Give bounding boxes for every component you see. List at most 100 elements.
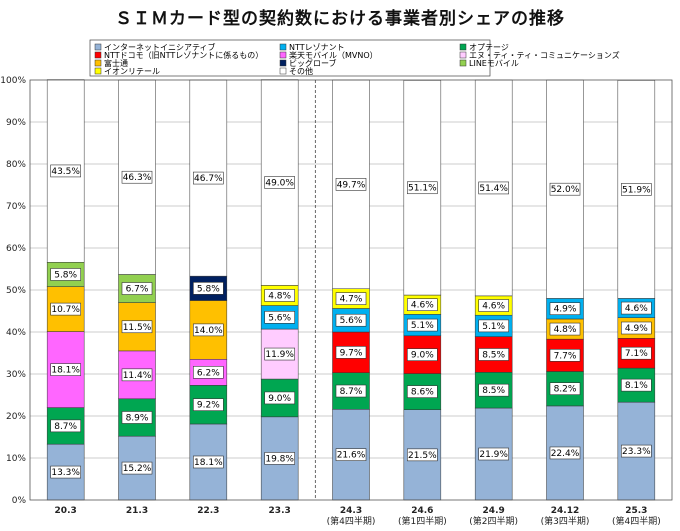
data-label: 43.5% xyxy=(51,167,80,177)
data-label: 8.1% xyxy=(625,381,648,391)
data-label-box xyxy=(407,385,438,398)
data-label-box xyxy=(121,368,153,382)
legend-swatch xyxy=(279,59,287,67)
chart-title: ＳＩＭカード型の契約数における事業者別シェアの推移 xyxy=(115,9,565,29)
data-label-box xyxy=(264,391,295,405)
data-label-box xyxy=(335,292,367,305)
data-label-box xyxy=(407,181,438,195)
data-label-box xyxy=(549,349,581,362)
data-label-box xyxy=(621,378,652,392)
data-label: 4.6% xyxy=(411,301,434,311)
data-label: 5.1% xyxy=(411,321,434,331)
data-label: 15.2% xyxy=(123,464,152,474)
data-label-box xyxy=(50,302,81,316)
data-label: 19.8% xyxy=(265,454,294,464)
data-label-box xyxy=(549,302,581,315)
data-label-box xyxy=(549,322,581,336)
data-label-box xyxy=(335,178,367,191)
data-label: 5.1% xyxy=(482,322,505,332)
data-label: 5.8% xyxy=(54,270,77,280)
data-label: 10.7% xyxy=(51,305,80,315)
y-tick-label: 20% xyxy=(6,412,26,422)
data-label: 8.6% xyxy=(411,388,434,398)
legend-label: イオンリテール xyxy=(104,67,160,76)
legend-swatch xyxy=(94,51,102,59)
legend-swatch xyxy=(94,43,102,51)
legend-swatch xyxy=(459,59,467,67)
legend-label: オプテージ xyxy=(469,43,509,52)
data-label: 21.9% xyxy=(479,450,508,460)
data-label: 7.7% xyxy=(554,351,577,361)
x-tick-note: (第4四半期) xyxy=(327,515,376,527)
data-label-box xyxy=(193,282,224,295)
data-label: 8.7% xyxy=(340,387,363,397)
data-label: 21.5% xyxy=(408,451,437,461)
y-tick-label: 80% xyxy=(6,160,26,170)
legend-label: エヌ・ティ・ティ・コミュニケーションズ xyxy=(469,50,620,60)
data-label-box xyxy=(193,455,224,469)
data-label-box xyxy=(335,313,367,327)
data-label-box xyxy=(407,298,438,312)
data-label: 4.9% xyxy=(554,305,577,315)
data-label: 9.7% xyxy=(340,348,363,358)
data-label-box xyxy=(478,383,509,397)
data-label-box xyxy=(478,299,509,312)
legend-label: 楽天モバイル（MVNO） xyxy=(289,50,378,60)
legend-label: NTTレゾナント xyxy=(289,43,345,52)
data-label: 6.2% xyxy=(197,368,220,378)
data-label: 4.8% xyxy=(554,325,577,335)
data-label: 4.6% xyxy=(482,302,505,312)
data-label-box xyxy=(621,346,652,360)
data-label-box xyxy=(121,411,153,424)
legend-swatch xyxy=(459,51,467,59)
data-label-box xyxy=(193,323,224,337)
data-label-box xyxy=(549,182,581,196)
data-label: 14.0% xyxy=(194,326,223,336)
data-label-box xyxy=(478,181,509,195)
data-label-box xyxy=(264,289,295,302)
data-label-box xyxy=(121,320,153,334)
axes: 0% 10% 20% 30% 40% 50% 60% 70% 80% 90% 100% 20.3 21.… xyxy=(0,76,673,527)
y-tick-label: 70% xyxy=(6,202,26,212)
data-label-box xyxy=(121,282,153,295)
data-label-box xyxy=(50,419,81,433)
x-tick-note: (第4四半期) xyxy=(612,515,661,527)
data-label-box xyxy=(478,447,509,461)
y-tick-label: 0% xyxy=(12,496,27,506)
legend-swatch xyxy=(94,59,102,67)
legend-label: インターネットイニシアティブ xyxy=(104,42,216,52)
data-label: 46.3% xyxy=(123,173,152,183)
data-label: 9.2% xyxy=(197,401,220,411)
data-label: 6.7% xyxy=(126,285,149,295)
data-label-box xyxy=(478,348,509,361)
data-label-box xyxy=(193,171,224,185)
x-tick-note: (第1四半期) xyxy=(398,515,447,527)
data-label: 4.9% xyxy=(625,324,648,334)
data-label-box xyxy=(193,398,224,411)
legend: インターネットイニシアティブ NTTレゾナント オプテージ NTTドコモ（旧NTTレゾ… xyxy=(89,39,620,77)
data-label-box xyxy=(478,319,509,333)
data-label-box xyxy=(50,268,81,281)
data-label: 18.1% xyxy=(51,366,80,376)
data-label: 9.0% xyxy=(268,394,291,404)
data-label: 4.8% xyxy=(268,291,291,301)
data-label: 5.6% xyxy=(268,313,291,323)
legend-label: その他 xyxy=(289,66,313,76)
x-tick-label: 25.3 xyxy=(625,506,647,516)
x-tick-label: 20.3 xyxy=(55,506,77,516)
data-label: 49.7% xyxy=(337,180,366,190)
data-label: 49.0% xyxy=(265,178,294,188)
data-label: 11.5% xyxy=(123,323,152,333)
data-label: 4.7% xyxy=(340,295,363,305)
data-label-box xyxy=(621,444,652,458)
data-label-box xyxy=(335,448,367,461)
data-label: 51.1% xyxy=(408,184,437,194)
x-tick-label: 22.3 xyxy=(197,506,219,516)
legend-swatch xyxy=(279,43,287,51)
data-label-box xyxy=(193,366,224,379)
x-tick-label: 23.3 xyxy=(269,506,291,516)
data-label: 8.5% xyxy=(482,350,505,360)
data-label-box xyxy=(549,446,581,460)
y-tick-label: 60% xyxy=(6,244,26,254)
y-tick-label: 10% xyxy=(6,454,26,464)
